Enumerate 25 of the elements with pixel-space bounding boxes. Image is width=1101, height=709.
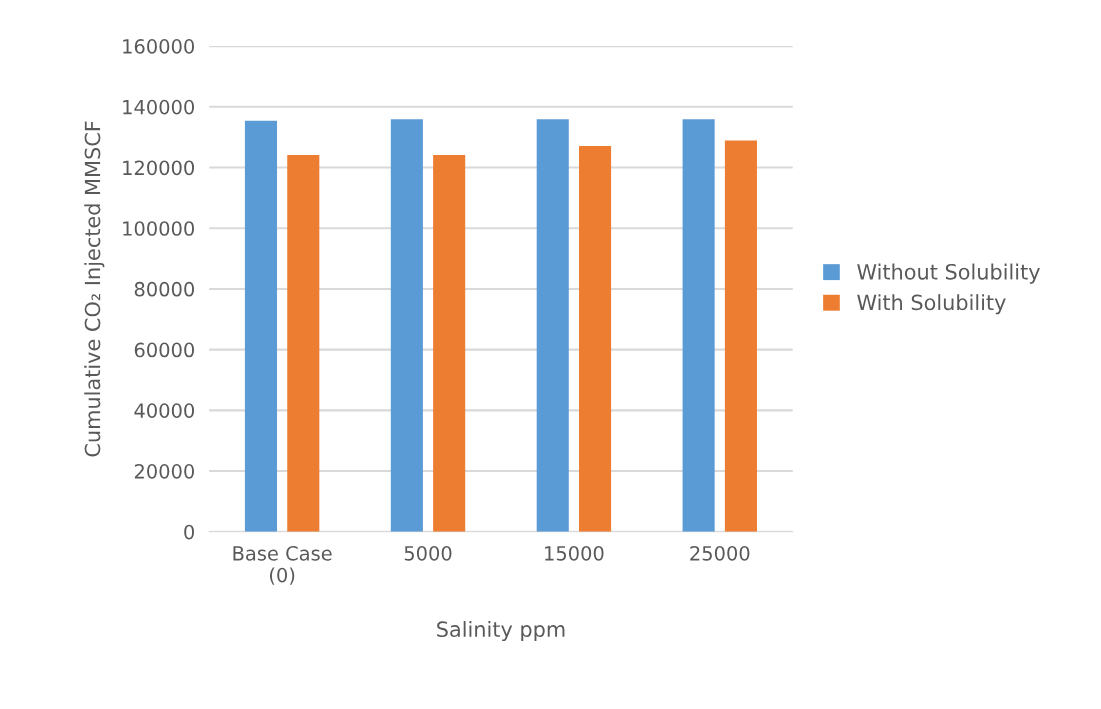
bar	[390, 119, 423, 532]
y-tick-label: 140000	[123, 99, 195, 115]
legend-label: Without Solubility	[857, 263, 1040, 284]
bar	[724, 140, 757, 532]
y-tick-label: 20000	[134, 464, 195, 479]
x-axis-title: Salinity ppm	[437, 620, 565, 642]
x-tick-label: 15000	[545, 545, 604, 561]
y-tick-label: 60000	[134, 342, 195, 358]
x-tick-label: 25000	[690, 545, 750, 561]
y-tick-label: 160000	[123, 39, 195, 54]
y-tick-label: 120000	[123, 160, 195, 176]
bar	[579, 145, 612, 532]
x-tick-label: 5000	[404, 545, 452, 561]
y-tick-label: 0	[184, 524, 195, 540]
y-tick-label: 80000	[134, 281, 195, 297]
bar	[682, 119, 715, 532]
bar	[287, 155, 320, 532]
y-axis-title: Cumulative CO₂ Injected MMSCF	[84, 121, 105, 457]
y-tick-label: 100000	[123, 221, 195, 236]
legend-label: With Solubility	[857, 294, 1006, 315]
y-tick-label: 40000	[134, 403, 195, 418]
x-tick-label: Base Case (0)	[233, 545, 332, 585]
bar	[536, 119, 569, 532]
bar	[244, 120, 278, 532]
bar	[433, 155, 466, 532]
